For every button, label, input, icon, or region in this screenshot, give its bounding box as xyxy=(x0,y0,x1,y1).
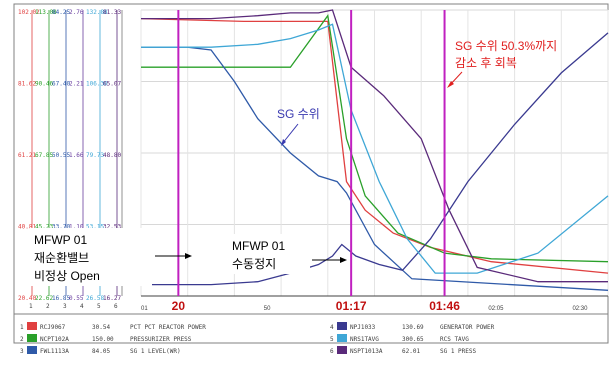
y-tick-label: 79.73 xyxy=(86,152,104,159)
legend-tag: NCPT102A xyxy=(40,336,69,343)
y-tick-label: 90.46 xyxy=(35,81,53,88)
legend-tag: NRS1TAVG xyxy=(350,336,379,343)
y-tick-label: 16.85 xyxy=(52,295,70,302)
mfwp-left-arrowhead xyxy=(185,253,192,259)
scale-number: 4 xyxy=(80,303,84,310)
y-tick-label: 32.53 xyxy=(103,224,121,231)
x-ticks: 01 20 50 01:17 01:46 02:05 02:30 xyxy=(141,299,588,313)
legend-value: 150.00 xyxy=(92,336,114,343)
legend-value: 30.54 xyxy=(92,324,110,331)
legend: 1 RCJ9067 30.54 PCT PCT REACTOR POWER 2 NCPT1… xyxy=(20,322,495,355)
mfwp-left-line1: MFWP 01 xyxy=(34,233,87,247)
y-tick-label: 2.21 xyxy=(69,81,84,88)
y-tick-label: 61.21 xyxy=(18,152,36,159)
legend-number: 1 xyxy=(20,324,24,331)
legend-desc: PCT PCT REACTOR POWER xyxy=(130,324,206,331)
y-tick-label: 67.85 xyxy=(35,152,53,159)
y-tick-label: 50.55 xyxy=(52,152,70,159)
mfwp-stop-line1: MFWP 01 xyxy=(232,239,285,253)
y-tick-label: 113.08 xyxy=(35,9,57,16)
mfwp-left-line2: 재순환밸브 xyxy=(34,251,89,265)
x-tick-label: 02:30 xyxy=(572,306,588,312)
y-tick-label: 1.10 xyxy=(69,224,84,231)
recovery-arrowhead xyxy=(447,81,454,88)
y-tick-label: 45.23 xyxy=(35,224,53,231)
scale-number: 5 xyxy=(97,303,101,310)
scale-number: 1 xyxy=(29,303,33,310)
y-tick-label: 132.88 xyxy=(86,9,108,16)
legend-swatch xyxy=(337,346,347,354)
y-tick-label: 22.62 xyxy=(35,295,53,302)
x-marker-label: 01:17 xyxy=(336,299,367,313)
legend-number: 5 xyxy=(330,336,334,343)
legend-value: 130.69 xyxy=(402,324,424,331)
y-tick-label: 48.80 xyxy=(103,152,121,159)
x-tick-label: 50 xyxy=(264,306,271,312)
y-tick-label: 1.66 xyxy=(69,152,84,159)
legend-tag: NSPT1013A xyxy=(350,348,383,355)
legend-value: 300.65 xyxy=(402,336,424,343)
legend-value: 62.01 xyxy=(402,348,420,355)
x-tick-label: 01 xyxy=(141,306,148,312)
legend-tag: NPJ1033 xyxy=(350,324,376,331)
y-tick-label: 67.40 xyxy=(52,81,70,88)
mfwp-stop-box xyxy=(228,234,310,274)
legend-swatch xyxy=(27,322,37,330)
legend-swatch xyxy=(337,334,347,342)
scale-number: 6 xyxy=(114,303,118,310)
y-tick-label: 40.81 xyxy=(18,224,36,231)
y-tick-label: 0.55 xyxy=(69,295,84,302)
scale-number: 2 xyxy=(46,303,50,310)
legend-desc: RCS TAVG xyxy=(440,336,469,343)
legend-value: 84.05 xyxy=(92,348,110,355)
legend-swatch xyxy=(337,322,347,330)
y-tick-label: 106.30 xyxy=(86,81,108,88)
mfwp-left-line3: 비정상 Open xyxy=(34,269,100,283)
legend-number: 3 xyxy=(20,348,24,355)
legend-desc: SG 1 LEVEL(WR) xyxy=(130,348,181,355)
series-line-FWL1113A xyxy=(141,46,609,291)
y-tick-label: 81.33 xyxy=(103,9,121,16)
mfwp-stop-arrowhead xyxy=(340,257,347,263)
annotations: SG 수위 50.3%까지 감소 후 회복 SG 수위 MFWP 01 재순환밸… xyxy=(30,39,557,286)
legend-swatch xyxy=(27,334,37,342)
mfwp-left-box xyxy=(30,228,152,286)
x-marker-label: 01:46 xyxy=(429,299,460,313)
y-tick-label: 102.02 xyxy=(18,9,40,16)
y-tick-label: 53.15 xyxy=(86,224,104,231)
legend-swatch xyxy=(27,346,37,354)
series-line-NPJ1033 xyxy=(141,32,609,286)
sg-level-note: SG 수위 xyxy=(277,107,320,121)
y-tick-label: 26.58 xyxy=(86,295,104,302)
legend-tag: FWL1113A xyxy=(40,348,69,355)
sg-level-arrowhead xyxy=(281,139,286,146)
legend-desc: PRESSURIZER PRESS xyxy=(130,336,192,343)
legend-number: 2 xyxy=(20,336,24,343)
legend-desc: SG 1 PRESS xyxy=(440,348,477,355)
mfwp-stop-line2: 수동정지 xyxy=(232,257,276,271)
x-marker-label: 20 xyxy=(172,299,186,313)
y-tick-label: 16.27 xyxy=(103,295,121,302)
series-line-NCPT102A xyxy=(141,14,609,263)
legend-desc: GENERATOR POWER xyxy=(440,324,495,331)
legend-tag: RCJ9067 xyxy=(40,324,66,331)
legend-number: 4 xyxy=(330,324,334,331)
legend-number: 6 xyxy=(330,348,334,355)
recovery-note-line2: 감소 후 회복 xyxy=(455,56,517,70)
recovery-note-line1: SG 수위 50.3%까지 xyxy=(455,39,557,53)
y-tick-label: 65.07 xyxy=(103,81,121,88)
y-tick-label: 84.25 xyxy=(52,9,70,16)
scale-number: 3 xyxy=(63,303,67,310)
y-tick-label: 20.40 xyxy=(18,295,36,302)
time-markers xyxy=(177,10,446,296)
x-tick-label: 02:05 xyxy=(488,306,504,312)
y-axes: 102.0281.6261.2140.8120.401113.0890.4667… xyxy=(18,9,123,310)
y-tick-label: 81.62 xyxy=(18,81,36,88)
y-tick-label: 33.70 xyxy=(52,224,70,231)
y-tick-label: 2.76 xyxy=(69,9,84,16)
